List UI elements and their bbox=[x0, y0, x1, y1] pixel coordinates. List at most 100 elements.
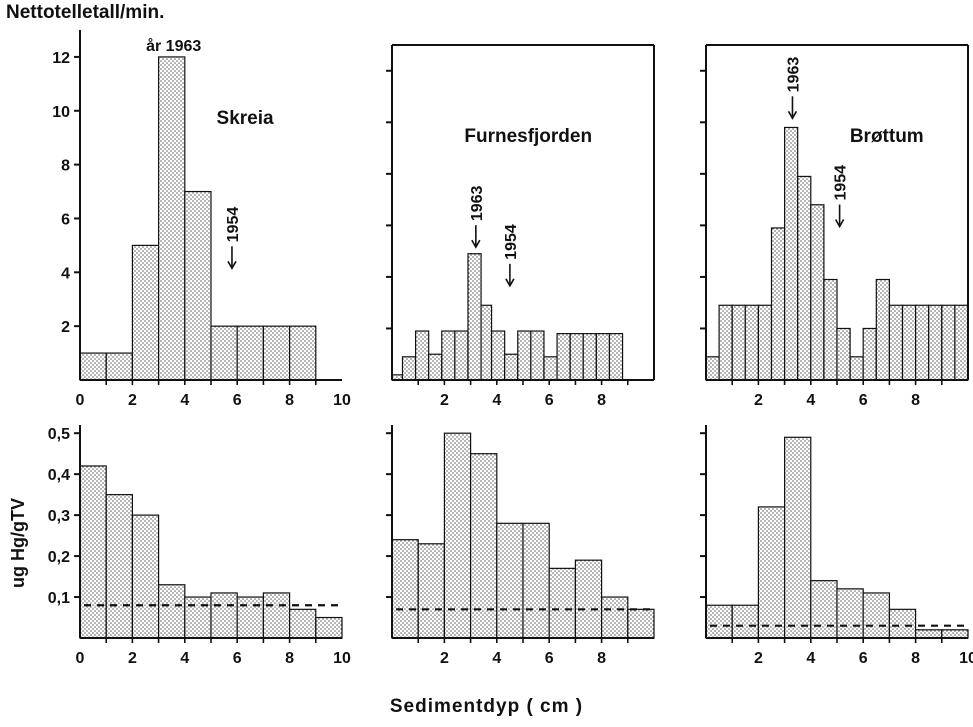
y-tick-label: 0,1 bbox=[48, 590, 70, 607]
histogram-bar bbox=[158, 56, 186, 381]
histogram-bar bbox=[810, 580, 838, 639]
histogram-bar bbox=[574, 559, 603, 639]
histogram-bar bbox=[414, 330, 430, 381]
histogram-bar bbox=[158, 584, 186, 639]
histogram-bar bbox=[522, 522, 550, 639]
histogram-bar bbox=[391, 539, 419, 639]
x-tick-label: 2 bbox=[128, 650, 137, 667]
histogram-bar bbox=[79, 352, 107, 381]
histogram-bar bbox=[441, 330, 456, 381]
histogram-bar bbox=[914, 629, 943, 639]
x-tick-label: 2 bbox=[440, 392, 449, 409]
histogram-bar bbox=[289, 325, 317, 381]
histogram-bar bbox=[862, 327, 877, 381]
histogram-bar bbox=[862, 592, 891, 639]
histogram-bar bbox=[210, 592, 238, 639]
y-tick-label: 0,2 bbox=[48, 549, 70, 566]
histogram-bar bbox=[836, 588, 864, 639]
histogram-bar bbox=[467, 253, 482, 381]
x-tick-label: 10 bbox=[959, 650, 973, 667]
histogram-bar bbox=[823, 278, 838, 381]
histogram-bar bbox=[454, 330, 469, 381]
histogram-bar bbox=[569, 333, 584, 381]
bottom-row-y-axis-label: ug Hg/gTV bbox=[8, 498, 28, 588]
histogram-bar bbox=[928, 304, 943, 381]
histogram-bar bbox=[480, 304, 493, 381]
histogram-bar bbox=[731, 304, 746, 381]
histogram-bar bbox=[783, 436, 812, 639]
year-annotation: 1954 bbox=[225, 207, 242, 243]
histogram-bar bbox=[210, 325, 238, 381]
y-tick-label: 0,5 bbox=[48, 426, 70, 443]
y-tick-label: 6 bbox=[61, 211, 70, 228]
histogram-bar bbox=[184, 190, 212, 381]
histogram-bar bbox=[131, 244, 160, 381]
histogram-bar bbox=[428, 353, 443, 381]
x-tick-label: 6 bbox=[233, 650, 242, 667]
histogram-bar bbox=[443, 432, 472, 639]
year-annotation: 1954 bbox=[503, 224, 520, 260]
histogram-bar bbox=[941, 629, 969, 639]
histogram-bar bbox=[744, 304, 759, 381]
x-tick-label: 6 bbox=[545, 650, 554, 667]
histogram-bar bbox=[289, 608, 317, 639]
x-tick-label: 6 bbox=[859, 392, 868, 409]
histogram-bar bbox=[954, 304, 969, 381]
x-tick-label: 4 bbox=[806, 392, 815, 409]
x-tick-label: 2 bbox=[754, 650, 763, 667]
histogram-bar bbox=[797, 175, 812, 381]
x-tick-label: 10 bbox=[333, 650, 351, 667]
histogram-bar bbox=[783, 126, 799, 381]
histogram-bar bbox=[582, 333, 597, 381]
histogram-bar bbox=[627, 608, 655, 639]
histogram-bar bbox=[757, 506, 786, 639]
histogram-bar bbox=[517, 330, 532, 381]
x-tick-label: 8 bbox=[597, 392, 606, 409]
histogram-bar bbox=[543, 356, 558, 381]
histogram-bar bbox=[731, 604, 760, 639]
histogram-bar bbox=[262, 325, 291, 381]
x-tick-label: 8 bbox=[285, 392, 294, 409]
histogram-bar bbox=[548, 567, 577, 639]
x-tick-label: 10 bbox=[333, 392, 351, 409]
x-tick-label: 6 bbox=[233, 392, 242, 409]
x-tick-label: 2 bbox=[754, 392, 763, 409]
histogram-bar bbox=[504, 353, 519, 381]
histogram-bar bbox=[401, 356, 417, 381]
x-tick-label: 2 bbox=[440, 650, 449, 667]
histogram-bar bbox=[770, 227, 786, 381]
x-tick-label: 4 bbox=[180, 650, 189, 667]
year-annotation: 1954 bbox=[833, 165, 850, 201]
histogram-bar bbox=[888, 304, 904, 381]
histogram-bar bbox=[79, 465, 107, 639]
panel-title: Skreia bbox=[217, 108, 274, 129]
histogram-bar bbox=[914, 304, 930, 381]
shared-x-axis-label: Sedimentdyp ( cm ) bbox=[389, 696, 584, 717]
x-tick-label: 8 bbox=[285, 650, 294, 667]
histogram-bar bbox=[530, 330, 545, 381]
histogram-bar bbox=[496, 522, 524, 639]
histogram-bar bbox=[105, 494, 133, 639]
year-annotation: 1963 bbox=[469, 185, 486, 221]
x-tick-label: 6 bbox=[545, 392, 554, 409]
histogram-bar bbox=[417, 543, 446, 639]
x-tick-label: 4 bbox=[492, 650, 501, 667]
histogram-bar bbox=[608, 333, 624, 381]
histogram-bar bbox=[105, 352, 133, 381]
histogram-bar bbox=[315, 616, 343, 639]
y-tick-label: 12 bbox=[52, 50, 70, 67]
histogram-bar bbox=[556, 333, 571, 381]
histogram-bar bbox=[262, 592, 291, 639]
year-arrow-head bbox=[505, 278, 515, 288]
x-tick-label: 0 bbox=[76, 650, 85, 667]
histogram-bar bbox=[236, 325, 264, 381]
panel-title: Furnesfjorden bbox=[464, 126, 592, 147]
x-tick-label: 6 bbox=[859, 650, 868, 667]
y-tick-label: 2 bbox=[61, 319, 70, 336]
year-arrow-head bbox=[834, 219, 845, 229]
histogram-bar bbox=[757, 304, 773, 381]
x-tick-label: 2 bbox=[128, 392, 137, 409]
y-tick-label: 0,3 bbox=[48, 508, 70, 525]
top-row-y-axis-label: Nettotelletall/min. bbox=[6, 2, 165, 23]
